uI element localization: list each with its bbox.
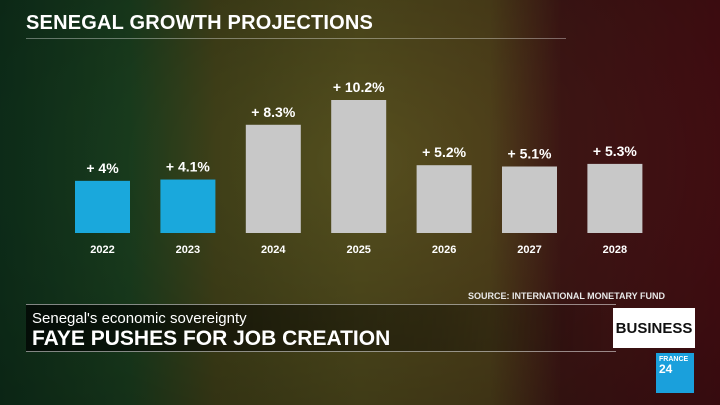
bar-2024 bbox=[245, 124, 301, 233]
headline: FAYE PUSHES FOR JOB CREATION bbox=[32, 327, 391, 350]
x-tick-label: 2028 bbox=[603, 244, 627, 256]
data-label: + 5.2% bbox=[422, 144, 467, 160]
bar-2025 bbox=[331, 100, 387, 233]
source-text: SOURCE: INTERNATIONAL MONETARY FUND bbox=[468, 291, 665, 301]
data-label: + 10.2% bbox=[333, 79, 385, 95]
data-label: + 5.1% bbox=[508, 146, 553, 162]
bar-2028 bbox=[587, 163, 643, 233]
bar-2023 bbox=[160, 179, 216, 233]
x-tick-label: 2022 bbox=[90, 244, 114, 256]
chart-title: SENEGAL GROWTH PROJECTIONS bbox=[26, 12, 374, 34]
data-label: + 4% bbox=[86, 160, 119, 176]
data-label: + 4.1% bbox=[166, 159, 211, 175]
x-tick-label: 2024 bbox=[261, 244, 286, 256]
logo-number: 24 bbox=[659, 362, 673, 376]
x-tick-label: 2023 bbox=[176, 244, 200, 256]
section-badge: BUSINESS bbox=[613, 308, 695, 348]
bar-2027 bbox=[502, 166, 557, 233]
france24-logo: FRANCE 24 bbox=[656, 353, 694, 393]
data-label: + 5.3% bbox=[593, 143, 638, 159]
data-label: + 8.3% bbox=[251, 104, 296, 120]
x-tick-label: 2026 bbox=[432, 244, 456, 256]
divider bbox=[26, 38, 566, 39]
bar-2026 bbox=[416, 165, 472, 233]
bar-chart: + 4% 2022 + 4.1% 2023 + 8.3% 2024 + 10.2% 2025 +… bbox=[75, 79, 643, 256]
kicker: Senegal's economic sovereignty bbox=[32, 310, 247, 327]
logo-text: FRANCE bbox=[659, 356, 689, 363]
x-tick-label: 2027 bbox=[517, 244, 541, 256]
lower-third-band bbox=[26, 304, 616, 352]
bar-2022 bbox=[75, 180, 130, 233]
x-tick-label: 2025 bbox=[346, 244, 370, 256]
